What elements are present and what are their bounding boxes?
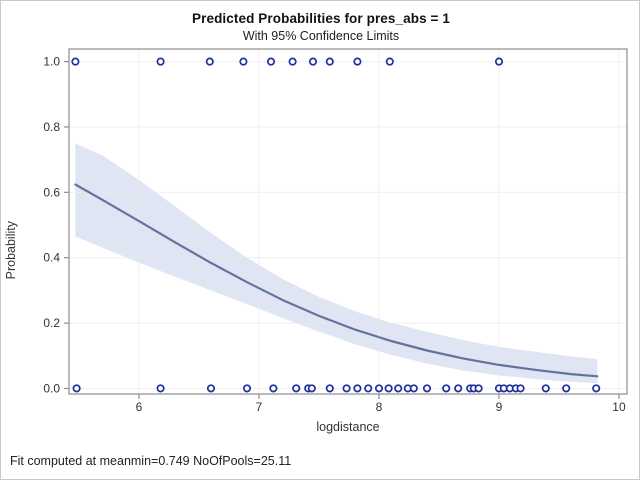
scatter-point (516, 384, 525, 393)
scatter-point (353, 57, 362, 66)
scatter-point (308, 57, 318, 66)
scatter-point (409, 384, 418, 393)
scatter-point (266, 57, 276, 66)
confidence-band (75, 143, 598, 384)
scatter-point (325, 384, 334, 393)
x-tick-label: 8 (376, 400, 383, 414)
x-tick-label: 9 (496, 400, 503, 414)
scatter-point (156, 57, 165, 66)
x-tick-label: 6 (136, 400, 143, 414)
scatter-point (72, 384, 81, 393)
scatter-point (442, 384, 451, 393)
scatter-point (325, 57, 334, 66)
y-tick-label: 0.8 (43, 120, 60, 134)
scatter-point (156, 384, 165, 393)
chart-title: Predicted Probabilities for pres_abs = 1 (192, 11, 450, 26)
scatter-point (562, 384, 571, 393)
scatter-point (364, 384, 373, 393)
footnote: Fit computed at meanmin=0.749 NoOfPools=… (10, 454, 292, 468)
scatter-point (71, 57, 80, 66)
y-tick-label: 0.4 (43, 251, 60, 265)
scatter-point (205, 57, 214, 66)
scatter-point (541, 384, 550, 393)
x-tick-label: 7 (256, 400, 263, 414)
scatter-point (292, 384, 301, 393)
scatter-point (353, 384, 362, 393)
plot-frame (68, 48, 628, 395)
x-axis-label: logdistance (316, 420, 380, 434)
scatter-point (239, 57, 248, 66)
scatter-point (269, 384, 278, 393)
x-tick-label: 10 (612, 400, 626, 414)
scatter-point (422, 384, 432, 393)
y-tick-label: 0.0 (43, 381, 60, 395)
scatter-point (242, 384, 252, 393)
y-tick-label: 0.2 (43, 316, 60, 330)
scatter-point (494, 57, 504, 66)
y-axis-label-text: Probability (4, 221, 18, 280)
scatter-point (374, 384, 384, 393)
fit-line (74, 183, 599, 378)
scatter-point (342, 384, 351, 393)
scatter-point (206, 384, 216, 393)
scatter-point (454, 384, 463, 393)
scatter-point (385, 57, 394, 66)
scatter-point (592, 384, 601, 393)
scatter-point (474, 384, 483, 393)
scatter-point (384, 384, 393, 393)
scatter-point (394, 384, 403, 393)
scatter-point (288, 57, 297, 66)
scatter-point (307, 384, 316, 393)
chart-subtitle: With 95% Confidence Limits (242, 29, 400, 43)
y-tick-label: 1.0 (43, 55, 60, 69)
y-tick-label: 0.6 (43, 185, 60, 199)
